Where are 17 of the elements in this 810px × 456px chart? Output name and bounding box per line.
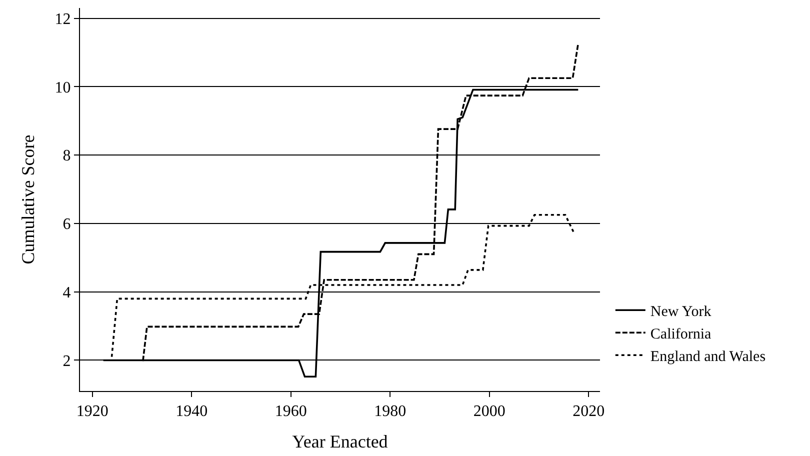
x-tick-label: 1940 (176, 403, 208, 420)
y-tick-label: 4 (62, 284, 71, 302)
legend-label: California (650, 326, 712, 342)
y-tick-label: 12 (54, 10, 71, 28)
x-tick-label: 2000 (473, 403, 506, 420)
y-axis-title: Cumulative Score (18, 134, 38, 264)
x-tick-label: 1960 (274, 403, 307, 420)
x-tick-label: 2020 (572, 403, 605, 420)
y-tick-label: 2 (62, 352, 71, 370)
x-axis-title: Year Enacted (292, 431, 388, 452)
x-tick-label: 1980 (374, 403, 406, 420)
x-tick-label: 1920 (76, 403, 108, 420)
legend-label: England and Wales (650, 348, 766, 365)
y-tick-label: 6 (62, 216, 71, 234)
legend-label: New York (650, 304, 712, 320)
y-tick-label: 8 (62, 148, 71, 165)
y-tick-label: 10 (54, 79, 71, 96)
